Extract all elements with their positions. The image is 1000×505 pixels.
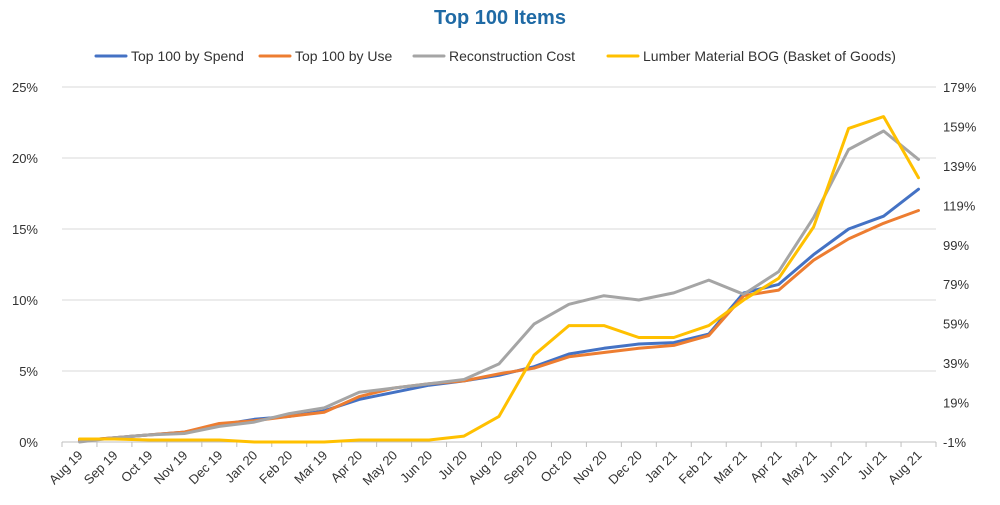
x-axis-tick-label: Nov 20 xyxy=(570,448,610,488)
right-axis-tick-label: 99% xyxy=(943,238,969,253)
right-axis-tick-label: 179% xyxy=(943,80,977,95)
right-axis-tick-label: 59% xyxy=(943,317,969,332)
gridlines xyxy=(62,86,936,443)
left-axis-tick-label: 10% xyxy=(12,293,38,308)
right-axis-tick-label: 119% xyxy=(943,198,976,213)
series-lines xyxy=(78,115,920,444)
left-axis-tick-label: 5% xyxy=(19,364,38,379)
x-axis-tick-label: Dec 19 xyxy=(186,448,226,488)
legend: Top 100 by Spend Top 100 by Use Reconstruc… xyxy=(94,48,896,64)
x-axis-tick-label: Jun 20 xyxy=(397,448,435,486)
x-axis-tick-label: Aug 21 xyxy=(885,448,925,488)
x-axis-tick-label: May 21 xyxy=(779,448,820,489)
x-axis-tick-label: Jan 21 xyxy=(642,448,680,486)
x-axis-tick-label: Nov 19 xyxy=(151,448,191,488)
left-axis-tick-label: 15% xyxy=(12,222,38,237)
x-axis-tick-label: Feb 20 xyxy=(256,448,295,487)
x-axis-tick-label: Apr 20 xyxy=(328,448,366,486)
left-axis-tick-label: 20% xyxy=(12,151,38,166)
x-axis-tick-label: Mar 19 xyxy=(291,448,330,487)
right-y-axis: -1% 19% 39% 59% 79% 99% 119% 139% 159% 179% xyxy=(943,80,977,450)
right-axis-tick-label: 19% xyxy=(943,396,969,411)
x-axis-tick-label: May 20 xyxy=(359,448,400,489)
x-axis-tick-label: Oct 19 xyxy=(118,448,156,486)
series-line-top-100-by-use xyxy=(78,209,920,443)
legend-label-reconstruction-cost: Reconstruction Cost xyxy=(449,48,575,64)
chart-title: Top 100 Items xyxy=(434,7,566,29)
x-axis-tick-label: Mar 21 xyxy=(711,448,750,487)
x-axis-tick-label: Jun 21 xyxy=(817,448,855,486)
x-axis-tick-label: Oct 20 xyxy=(537,448,575,486)
x-axis-tick-label: Sep 20 xyxy=(500,448,540,488)
series-line-reconstruction-cost xyxy=(78,129,920,444)
x-axis-tick-label: Dec 20 xyxy=(605,448,645,488)
x-axis-tick-label: Aug 20 xyxy=(465,448,505,488)
left-axis-tick-label: 25% xyxy=(12,80,38,95)
left-y-axis: 0% 5% 10% 15% 20% 25% xyxy=(12,80,38,450)
right-axis-tick-label: -1% xyxy=(943,435,967,450)
right-axis-tick-label: 159% xyxy=(943,119,977,134)
series-line-top-100-by-spend xyxy=(78,187,920,443)
series-line-lumber-material-bog-basket-of-goods xyxy=(78,115,920,444)
legend-label-lumber-material-bog-basket-of-goods: Lumber Material BOG (Basket of Goods) xyxy=(643,48,896,64)
legend-label-top-100-by-use: Top 100 by Use xyxy=(295,48,392,64)
left-axis-tick-label: 0% xyxy=(19,435,38,450)
right-axis-tick-label: 79% xyxy=(943,277,969,292)
x-axis-tick-label: Sep 19 xyxy=(81,448,121,488)
x-axis-tick-label: Jan 20 xyxy=(222,448,260,486)
legend-label-top-100-by-spend: Top 100 by Spend xyxy=(131,48,244,64)
x-axis-tick-label: Aug 19 xyxy=(46,448,86,488)
x-axis-tick-label: Feb 21 xyxy=(676,448,715,487)
right-axis-tick-label: 139% xyxy=(943,159,977,174)
right-axis-tick-label: 39% xyxy=(943,356,969,371)
x-axis-tick-label: Apr 21 xyxy=(747,448,785,486)
